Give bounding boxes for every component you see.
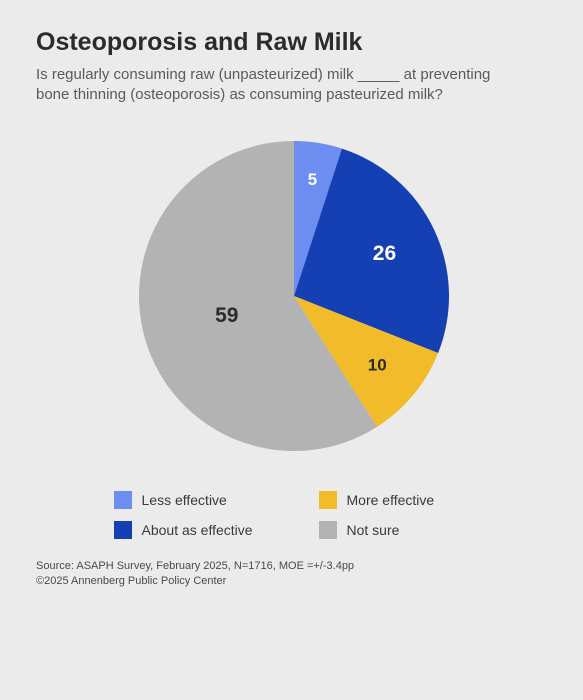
legend-label: Not sure: [347, 522, 400, 538]
pie-slice-value: 10: [367, 355, 386, 374]
pie-slice-value: 59: [215, 304, 238, 327]
legend-swatch: [114, 521, 132, 539]
footer-copyright: ©2025 Annenberg Public Policy Center: [36, 574, 551, 589]
chart-subtitle: Is regularly consuming raw (unpasteurize…: [36, 65, 516, 106]
pie-slice-value: 26: [372, 241, 395, 264]
legend-swatch: [319, 521, 337, 539]
pie-chart: 5 26 10 59: [134, 136, 454, 456]
legend-item: Less effective: [114, 491, 269, 509]
pie-chart-area: 5 26 10 59: [36, 136, 551, 456]
chart-card: Osteoporosis and Raw Milk Is regularly c…: [0, 0, 583, 700]
pie-slice-value: 5: [307, 169, 316, 188]
legend-swatch: [319, 491, 337, 509]
chart-title: Osteoporosis and Raw Milk: [36, 28, 551, 57]
legend-item: Not sure: [319, 521, 474, 539]
legend-label: Less effective: [142, 492, 227, 508]
legend-label: More effective: [347, 492, 435, 508]
legend-label: About as effective: [142, 522, 253, 538]
legend-item: About as effective: [114, 521, 269, 539]
legend: Less effective More effective About as eff…: [114, 491, 474, 539]
legend-swatch: [114, 491, 132, 509]
footer-source: Source: ASAPH Survey, February 2025, N=1…: [36, 559, 551, 574]
footer: Source: ASAPH Survey, February 2025, N=1…: [36, 559, 551, 590]
legend-item: More effective: [319, 491, 474, 509]
